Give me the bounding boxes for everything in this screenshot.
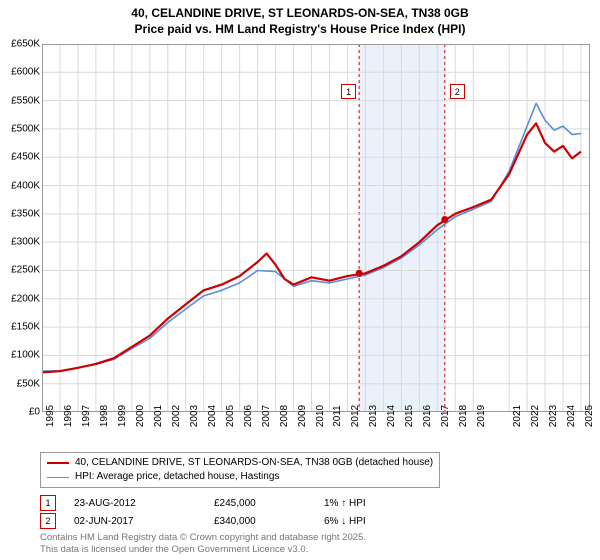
y-axis-tick: £300K (11, 237, 40, 248)
y-axis-tick: £650K (11, 39, 40, 50)
footnote-line-2: This data is licensed under the Open Gov… (40, 544, 366, 556)
transaction-diff: 1% ↑ HPI (324, 498, 444, 509)
y-axis-tick: £0 (29, 407, 40, 418)
y-axis-tick: £550K (11, 95, 40, 106)
x-axis-tick: 2015 (404, 405, 415, 427)
x-axis-tick: 2009 (297, 405, 308, 427)
legend-label: 40, CELANDINE DRIVE, ST LEONARDS-ON-SEA,… (75, 456, 433, 470)
transactions-table: 1 23-AUG-2012£245,0001% ↑ HPI 2 02-JUN-2017… (40, 494, 444, 530)
chart-marker-1: 1 (341, 84, 356, 99)
transaction-marker: 2 (40, 513, 56, 529)
y-axis-tick: £500K (11, 123, 40, 134)
x-axis-tick: 2005 (225, 405, 236, 427)
x-axis-tick: 2016 (422, 405, 433, 427)
transaction-row: 2 02-JUN-2017£340,0006% ↓ HPI (40, 512, 444, 530)
chart-marker-2: 2 (450, 84, 465, 99)
transaction-row: 1 23-AUG-2012£245,0001% ↑ HPI (40, 494, 444, 512)
y-axis-tick: £350K (11, 208, 40, 219)
chart-svg (42, 44, 590, 412)
chart-plot-area: 12 (42, 44, 590, 412)
transaction-price: £340,000 (214, 516, 324, 527)
x-axis-tick: 1995 (45, 405, 56, 427)
transaction-price: £245,000 (214, 498, 324, 509)
y-axis-tick: £400K (11, 180, 40, 191)
title-line-2: Price paid vs. HM Land Registry's House … (0, 22, 600, 38)
y-axis-tick: £600K (11, 67, 40, 78)
footnote-line-1: Contains HM Land Registry data © Crown c… (40, 532, 366, 544)
y-axis-tick: £150K (11, 322, 40, 333)
legend-item: 40, CELANDINE DRIVE, ST LEONARDS-ON-SEA,… (47, 456, 433, 470)
y-axis-tick: £250K (11, 265, 40, 276)
x-axis-tick: 2025 (584, 405, 595, 427)
x-axis-tick: 2010 (315, 405, 326, 427)
x-axis-tick: 2019 (476, 405, 487, 427)
y-axis-tick: £450K (11, 152, 40, 163)
x-axis-tick: 2018 (458, 405, 469, 427)
transaction-date: 23-AUG-2012 (74, 498, 214, 509)
x-axis-tick: 2000 (135, 405, 146, 427)
x-axis-tick: 1996 (63, 405, 74, 427)
x-axis-tick: 1998 (99, 405, 110, 427)
y-axis-tick: £50K (17, 378, 40, 389)
chart-title: 40, CELANDINE DRIVE, ST LEONARDS-ON-SEA,… (0, 0, 600, 37)
x-axis-tick: 2004 (207, 405, 218, 427)
x-axis-tick: 2002 (171, 405, 182, 427)
x-axis-tick: 2014 (386, 405, 397, 427)
legend-label: HPI: Average price, detached house, Hast… (75, 470, 279, 484)
legend-swatch (47, 477, 69, 478)
legend: 40, CELANDINE DRIVE, ST LEONARDS-ON-SEA,… (40, 452, 440, 488)
transaction-diff: 6% ↓ HPI (324, 516, 444, 527)
x-axis-tick: 2006 (243, 405, 254, 427)
y-axis-tick: £200K (11, 293, 40, 304)
transaction-marker: 1 (40, 495, 56, 511)
title-line-1: 40, CELANDINE DRIVE, ST LEONARDS-ON-SEA,… (0, 6, 600, 22)
x-axis-tick: 2012 (350, 405, 361, 427)
x-axis-tick: 2013 (368, 405, 379, 427)
x-axis-tick: 2001 (153, 405, 164, 427)
legend-swatch (47, 462, 69, 464)
x-axis-tick: 2011 (332, 405, 343, 427)
x-axis-tick: 2008 (279, 405, 290, 427)
x-axis-tick: 2003 (189, 405, 200, 427)
transaction-date: 02-JUN-2017 (74, 516, 214, 527)
legend-item: HPI: Average price, detached house, Hast… (47, 470, 433, 484)
x-axis-tick: 2017 (440, 405, 451, 427)
y-axis-tick: £100K (11, 350, 40, 361)
x-axis-tick: 2022 (530, 405, 541, 427)
x-axis-tick: 1997 (81, 405, 92, 427)
footnote: Contains HM Land Registry data © Crown c… (40, 532, 366, 556)
x-axis-tick: 2023 (548, 405, 559, 427)
x-axis-tick: 1999 (117, 405, 128, 427)
x-axis-tick: 2007 (261, 405, 272, 427)
x-axis-tick: 2024 (566, 405, 577, 427)
x-axis-tick: 2021 (512, 405, 523, 427)
